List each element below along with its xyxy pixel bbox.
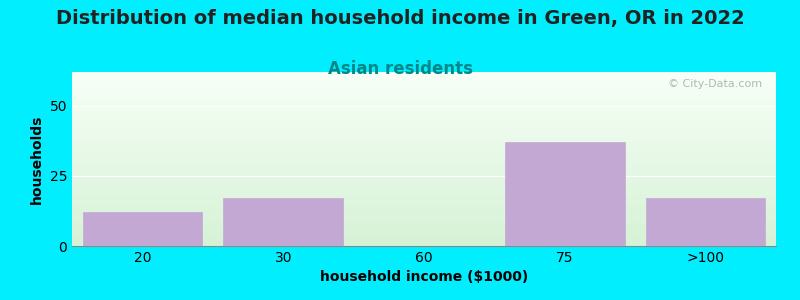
Bar bbox=[505, 142, 625, 246]
Y-axis label: households: households bbox=[30, 114, 44, 204]
Bar bbox=[646, 198, 766, 246]
X-axis label: household income ($1000): household income ($1000) bbox=[320, 270, 528, 284]
Text: © City-Data.com: © City-Data.com bbox=[668, 79, 762, 89]
Text: Asian residents: Asian residents bbox=[327, 60, 473, 78]
Text: Distribution of median household income in Green, OR in 2022: Distribution of median household income … bbox=[56, 9, 744, 28]
Bar bbox=[223, 198, 343, 246]
Bar bbox=[82, 212, 202, 246]
